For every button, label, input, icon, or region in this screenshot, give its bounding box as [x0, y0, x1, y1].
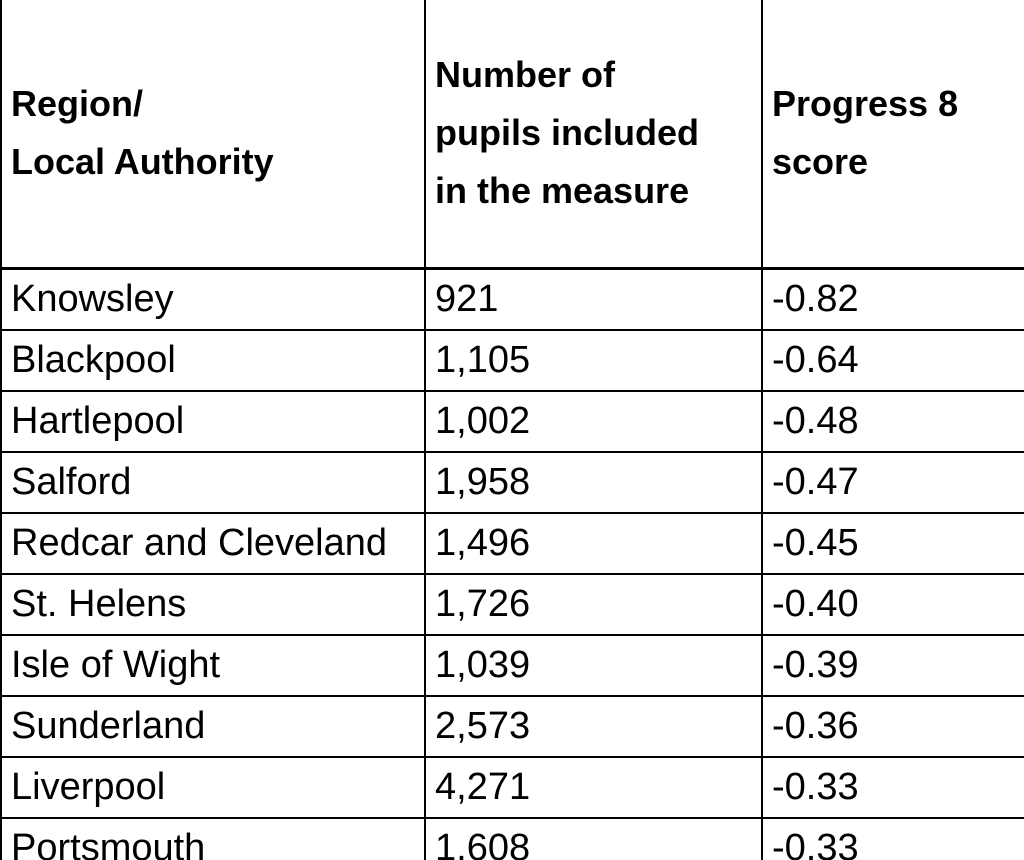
region-cell: Sunderland [0, 694, 426, 758]
table-body: Knowsley 921 -0.82 Blackpool 1,105 -0.64… [0, 267, 1024, 860]
region-cell: Knowsley [0, 267, 426, 331]
pupils-cell: 1,002 [424, 389, 763, 453]
region-cell: Salford [0, 450, 426, 514]
region-cell: Liverpool [0, 755, 426, 819]
score-cell: -0.82 [761, 267, 1024, 331]
score-cell: -0.36 [761, 694, 1024, 758]
table-row: Sunderland 2,573 -0.36 [0, 694, 1024, 758]
table-header: Region/ Local Authority Number of pupils… [0, 0, 1024, 270]
score-cell: -0.33 [761, 755, 1024, 819]
table-row: Knowsley 921 -0.82 [0, 267, 1024, 331]
score-cell: -0.47 [761, 450, 1024, 514]
region-cell: St. Helens [0, 572, 426, 636]
pupils-cell: 2,573 [424, 694, 763, 758]
region-cell: Hartlepool [0, 389, 426, 453]
region-cell: Isle of Wight [0, 633, 426, 697]
score-cell: -0.45 [761, 511, 1024, 575]
pupils-cell: 1,726 [424, 572, 763, 636]
region-cell: Blackpool [0, 328, 426, 392]
pupils-cell: 1,608 [424, 816, 763, 860]
score-cell: -0.40 [761, 572, 1024, 636]
header-number-of-pupils: Number of pupils included in the measure [424, 0, 763, 270]
table-row: Liverpool 4,271 -0.33 [0, 755, 1024, 819]
header-row: Region/ Local Authority Number of pupils… [0, 0, 1024, 270]
pupils-cell: 1,958 [424, 450, 763, 514]
header-progress8-score: Progress 8 score [761, 0, 1024, 270]
score-cell: -0.64 [761, 328, 1024, 392]
table-row: Hartlepool 1,002 -0.48 [0, 389, 1024, 453]
table-row: St. Helens 1,726 -0.40 [0, 572, 1024, 636]
table-row: Blackpool 1,105 -0.64 [0, 328, 1024, 392]
table-row: Portsmouth 1,608 -0.33 [0, 816, 1024, 860]
header-region-local-authority: Region/ Local Authority [0, 0, 426, 270]
table-row: Salford 1,958 -0.47 [0, 450, 1024, 514]
table-row: Isle of Wight 1,039 -0.39 [0, 633, 1024, 697]
pupils-cell: 1,039 [424, 633, 763, 697]
pupils-cell: 1,496 [424, 511, 763, 575]
score-cell: -0.39 [761, 633, 1024, 697]
pupils-cell: 1,105 [424, 328, 763, 392]
region-cell: Redcar and Cleveland [0, 511, 426, 575]
region-cell: Portsmouth [0, 816, 426, 860]
pupils-cell: 4,271 [424, 755, 763, 819]
score-cell: -0.33 [761, 816, 1024, 860]
table-row: Redcar and Cleveland 1,496 -0.45 [0, 511, 1024, 575]
pupils-cell: 921 [424, 267, 763, 331]
score-cell: -0.48 [761, 389, 1024, 453]
